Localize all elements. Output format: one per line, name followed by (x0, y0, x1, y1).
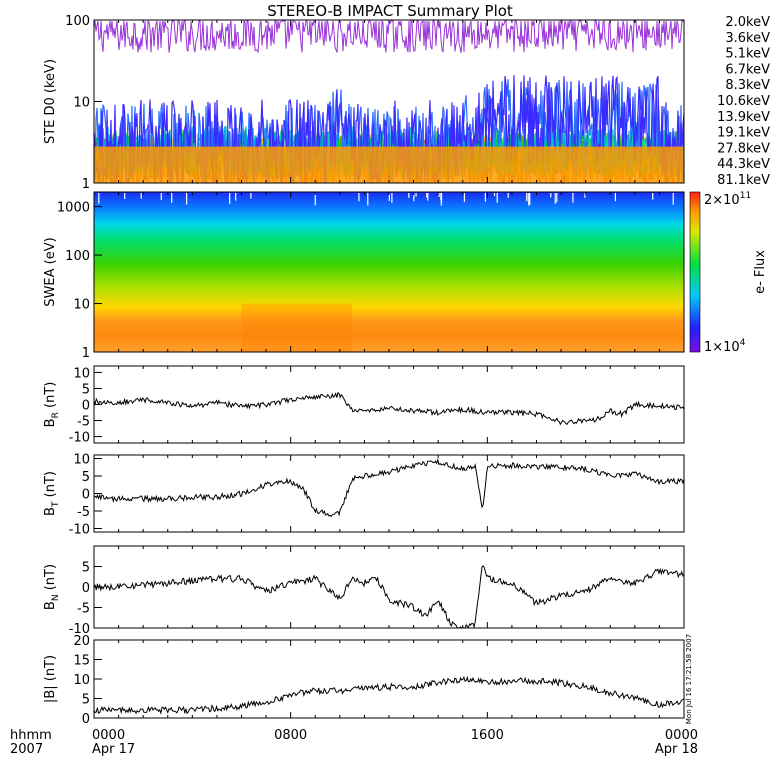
colorbar (689, 191, 701, 353)
bmag-y-tick-label: 0 (82, 712, 90, 727)
bmag-frame (93, 639, 685, 719)
bt-ylabel: BT (nT) (43, 471, 61, 516)
br-frame (93, 365, 685, 444)
x-tick-label: 1600 (471, 728, 504, 743)
bn-y-tick-label: 0 (82, 581, 90, 596)
bmag-y-tick-label: 10 (73, 673, 90, 688)
legend-entry-5.1keV: 5.1keV (725, 47, 770, 62)
legend-entry-6.7keV: 6.7keV (725, 62, 770, 77)
ste-y-tick-label: 10 (73, 96, 90, 111)
bt-y-tick-label: 5 (82, 470, 90, 485)
swea-y-tick-label: 1 (82, 346, 90, 361)
swea-y-tick-label: 100 (65, 249, 90, 264)
bt-frame (93, 454, 685, 533)
bn-frame (93, 545, 685, 629)
x-tick-label: 0800 (274, 728, 307, 743)
bn-ylabel: BN (nT) (43, 564, 61, 610)
swea-ylabel: SWEA (eV) (43, 237, 58, 306)
ste-y-tick-label: 100 (65, 14, 90, 29)
year-label: 2007 (10, 742, 43, 757)
colorbar-min-label: 1×104 (704, 338, 746, 355)
bn-y-tick-label: -10 (69, 622, 90, 637)
legend-entry-10.6keV: 10.6keV (717, 94, 770, 109)
ste-low-channel-fill (94, 146, 684, 183)
swea-heatmap (94, 192, 684, 352)
hhmm-label: hhmm (10, 728, 52, 743)
br-y-tick-label: 0 (82, 399, 90, 414)
br-y-tick-label: -5 (77, 415, 90, 430)
bn-y-tick-label: -5 (77, 602, 90, 617)
legend-entry-44.3keV: 44.3keV (717, 157, 770, 172)
x-date-label: Apr 17 (92, 742, 135, 757)
br-ylabel: BR (nT) (43, 382, 61, 428)
swea-y-tick-label: 10 (73, 298, 90, 313)
ste-ylabel: STE D0 (keV) (43, 59, 58, 144)
bt-y-tick-label: -10 (69, 523, 90, 538)
bmag-y-tick-label: 5 (82, 693, 90, 708)
bn-trace (93, 565, 685, 629)
bmag-trace (93, 675, 685, 716)
br-trace (93, 392, 685, 426)
bmag-ylabel: |B| (nT) (43, 655, 58, 703)
bn-y-tick-label: 5 (82, 561, 90, 576)
legend-entry-81.1keV: 81.1keV (717, 173, 770, 188)
bt-trace (94, 457, 685, 518)
bmag-y-tick-label: 20 (73, 634, 90, 649)
legend-entry-13.9keV: 13.9keV (717, 110, 770, 125)
legend-entry-8.3keV: 8.3keV (725, 78, 770, 93)
swea-y-tick-label: 1000 (57, 201, 90, 216)
bt-y-tick-label: 10 (73, 453, 90, 468)
generation-timestamp: Mon Jul 16 17:21:58 2007 (685, 634, 693, 724)
legend-entry-27.8keV: 27.8keV (717, 141, 770, 156)
x-date-label: Apr 18 (655, 742, 698, 757)
legend-entry-19.1keV: 19.1keV (717, 126, 770, 141)
colorbar-max-label: 2×1011 (704, 191, 751, 208)
x-tick-label: 0000 (665, 728, 698, 743)
ste-y-tick-label: 1 (82, 177, 90, 192)
legend-entry-2.0keV: 2.0keV (725, 15, 770, 30)
ste-series-2.0keV (93, 19, 684, 54)
bt-y-tick-label: -5 (77, 505, 90, 520)
br-y-tick-label: -10 (69, 431, 90, 446)
plot-title: STEREO-B IMPACT Summary Plot (267, 2, 513, 20)
x-tick-label: 0000 (92, 728, 125, 743)
bmag-y-tick-label: 15 (73, 654, 90, 669)
colorbar-label: e- Flux (753, 250, 768, 294)
br-y-tick-label: 5 (82, 382, 90, 397)
bt-y-tick-label: 0 (82, 488, 90, 503)
swea-high-flux-patch (241, 303, 353, 352)
legend-entry-3.6keV: 3.6keV (725, 31, 770, 46)
br-y-tick-label: 10 (73, 366, 90, 381)
